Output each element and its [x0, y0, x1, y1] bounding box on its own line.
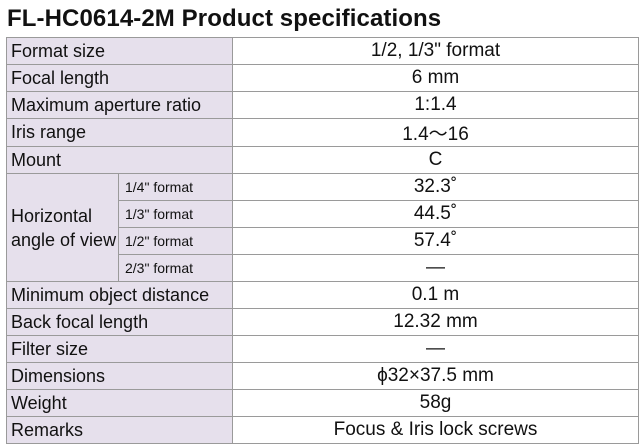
table-row-hangle-1: Horizontal angle of view 1/4" format 32.…	[6, 173, 639, 282]
table-row-back-focal-length: Back focal length 12.32 mm	[6, 308, 639, 336]
table-row-max-aperture: Maximum aperture ratio 1:1.4	[6, 91, 639, 119]
spec-value: ϕ32×37.5 mm	[232, 362, 639, 390]
format-sublabel: 2/3" format	[118, 254, 233, 282]
spec-label-horizontal-angle: Horizontal angle of view	[6, 173, 119, 282]
table-row-hangle-4: 2/3" format —	[7, 254, 639, 282]
spec-value: 1:1.4	[232, 91, 639, 119]
spec-label: Weight	[6, 389, 233, 417]
spec-label: Filter size	[6, 335, 233, 363]
spec-label: Dimensions	[6, 362, 233, 390]
table-row-weight: Weight 58g	[6, 389, 639, 417]
spec-value: Focus & Iris lock screws	[232, 416, 639, 444]
spec-label: Mount	[6, 146, 233, 174]
table-row-remarks: Remarks Focus & Iris lock screws	[6, 416, 639, 444]
spec-label: Minimum object distance	[6, 281, 233, 309]
spec-value: 57.4˚	[232, 227, 639, 255]
spec-label: Iris range	[6, 118, 233, 147]
spec-label: Format size	[6, 37, 233, 65]
spec-table: Format size 1/2, 1/3" format Focal lengt…	[6, 37, 639, 444]
table-row-hangle-2: 1/3" format 44.5˚	[7, 200, 639, 228]
format-sublabel: 1/3" format	[118, 200, 233, 228]
table-row-dimensions: Dimensions ϕ32×37.5 mm	[6, 362, 639, 390]
table-row-iris-range: Iris range 1.4〜16	[6, 118, 639, 147]
spec-value: 1/2, 1/3" format	[232, 37, 639, 65]
spec-value: C	[232, 146, 639, 174]
spec-value: 6 mm	[232, 64, 639, 92]
spec-label: Focal length	[6, 64, 233, 92]
table-row-filter-size: Filter size —	[6, 335, 639, 363]
table-row-min-object-distance: Minimum object distance 0.1 m	[6, 281, 639, 309]
table-row-format-size: Format size 1/2, 1/3" format	[6, 37, 639, 65]
spec-value: —	[232, 335, 639, 363]
spec-label: Back focal length	[6, 308, 233, 336]
spec-value: 58g	[232, 389, 639, 417]
format-sublabel: 1/4" format	[118, 173, 233, 201]
format-sublabel: 1/2" format	[118, 227, 233, 255]
spec-label: Remarks	[6, 416, 233, 444]
table-row-hangle-3: 1/2" format 57.4˚	[7, 227, 639, 255]
table-row-focal-length: Focal length 6 mm	[6, 64, 639, 92]
spec-label: Maximum aperture ratio	[6, 91, 233, 119]
spec-value: —	[232, 254, 639, 282]
page-title: FL-HC0614-2M Product specifications	[7, 5, 442, 32]
spec-value: 1.4〜16	[232, 118, 639, 147]
table-row-mount: Mount C	[6, 146, 639, 174]
spec-value: 44.5˚	[232, 200, 639, 228]
spec-value: 12.32 mm	[232, 308, 639, 336]
spec-value: 0.1 m	[232, 281, 639, 309]
spec-value: 32.3˚	[232, 173, 639, 201]
